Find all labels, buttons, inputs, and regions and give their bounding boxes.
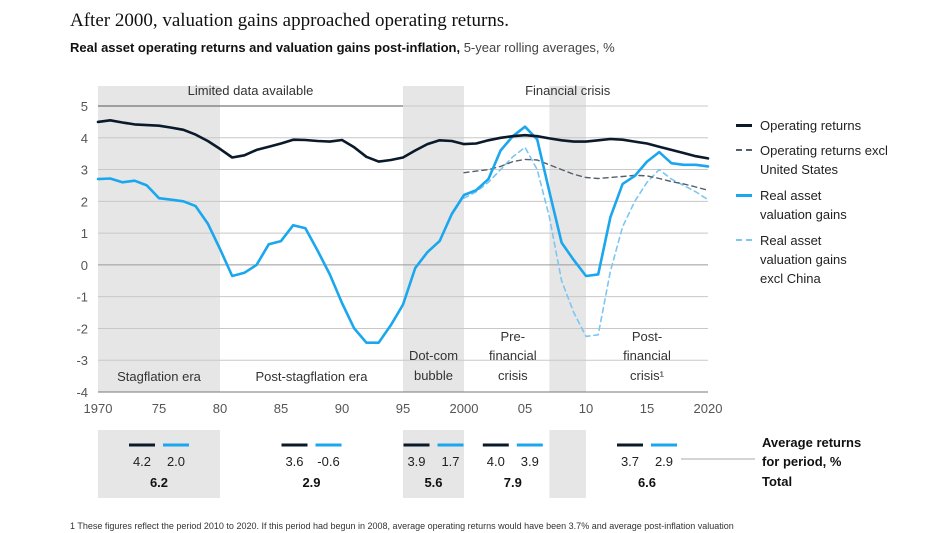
x-tick-label: 2000 <box>450 401 479 416</box>
era-label: Pre- <box>501 329 526 344</box>
top-label-limited-data: Limited data available <box>188 83 314 98</box>
top-label-financial-crisis: Financial crisis <box>525 83 611 98</box>
x-tick-label: 10 <box>579 401 593 416</box>
series-line-2 <box>96 125 710 344</box>
shaded-period-0 <box>98 86 220 392</box>
y-tick-label: 5 <box>81 99 88 114</box>
avg-operating-value: 3.6 <box>285 454 303 469</box>
x-tick-label: 85 <box>274 401 288 416</box>
era-label: Post- <box>632 329 662 344</box>
averages-label: Total <box>762 474 792 489</box>
avg-valuation-value: 1.7 <box>441 454 459 469</box>
shaded-period-strip-1 <box>403 430 464 498</box>
avg-valuation-value: -0.6 <box>317 454 339 469</box>
avg-operating-value: 4.0 <box>487 454 505 469</box>
shaded-period-2 <box>549 86 586 392</box>
shaded-period-strip-0 <box>98 430 220 498</box>
avg-valuation-value: 2.0 <box>167 454 185 469</box>
avg-total-value: 5.6 <box>424 475 442 490</box>
legend-swatch <box>736 124 752 127</box>
chart-title: After 2000, valuation gains approached o… <box>70 10 509 31</box>
avg-total-value: 2.9 <box>302 475 320 490</box>
averages-label: Average returns <box>762 435 861 450</box>
subtitle-bold: Real asset operating returns and valuati… <box>70 40 461 55</box>
avg-valuation-value: 2.9 <box>655 454 673 469</box>
avg-total-value: 6.2 <box>150 475 168 490</box>
y-tick-label: -2 <box>76 321 88 336</box>
legend-swatch <box>736 194 752 197</box>
y-tick-label: -4 <box>76 385 88 400</box>
y-tick-label: 1 <box>81 226 88 241</box>
era-label: bubble <box>414 368 453 383</box>
x-tick-label: 15 <box>640 401 654 416</box>
era-label: financial <box>623 348 671 363</box>
avg-valuation-value: 3.9 <box>521 454 539 469</box>
era-label: financial <box>489 348 537 363</box>
era-label: Post-stagflation era <box>255 369 368 384</box>
averages-label: for period, % <box>762 454 842 469</box>
x-tick-label: 90 <box>335 401 349 416</box>
x-tick-label: 75 <box>152 401 166 416</box>
series-line-1 <box>463 158 709 191</box>
y-tick-label: 0 <box>81 258 88 273</box>
x-tick-label: 1970 <box>84 401 113 416</box>
shaded-period-strip-2 <box>549 430 586 498</box>
legend-label: Real asset valuation gains excl China <box>760 233 847 286</box>
x-tick-label: 2020 <box>694 401 723 416</box>
legend-label: Operating returns excl United States <box>760 143 888 177</box>
series-line-3 <box>463 146 709 338</box>
era-label: Dot-com <box>409 348 458 363</box>
avg-total-value: 6.6 <box>638 475 656 490</box>
avg-operating-value: 3.9 <box>407 454 425 469</box>
legend-swatch <box>736 239 752 241</box>
era-label: crisis¹ <box>630 368 665 383</box>
footnote: 1 These figures reflect the period 2010 … <box>70 521 734 531</box>
avg-operating-value: 3.7 <box>621 454 639 469</box>
x-tick-label: 95 <box>396 401 410 416</box>
legend-label: Operating returns <box>760 118 862 133</box>
avg-total-value: 7.9 <box>504 475 522 490</box>
y-tick-label: -1 <box>76 290 88 305</box>
legend-swatch <box>736 149 752 151</box>
x-tick-label: 05 <box>518 401 532 416</box>
x-tick-label: 80 <box>213 401 227 416</box>
series-line-0 <box>96 119 710 163</box>
shaded-period-1 <box>403 86 464 392</box>
era-label: crisis <box>498 368 528 383</box>
y-tick-label: -3 <box>76 353 88 368</box>
y-tick-label: 3 <box>81 163 88 178</box>
legend-label: Real asset valuation gains <box>760 188 847 222</box>
avg-operating-value: 4.2 <box>133 454 151 469</box>
era-label: Stagflation era <box>117 369 202 384</box>
y-tick-label: 2 <box>81 194 88 209</box>
subtitle-rest: 5-year rolling averages, % <box>460 40 615 55</box>
chart-subtitle: Real asset operating returns and valuati… <box>70 40 615 55</box>
y-tick-label: 4 <box>81 131 88 146</box>
